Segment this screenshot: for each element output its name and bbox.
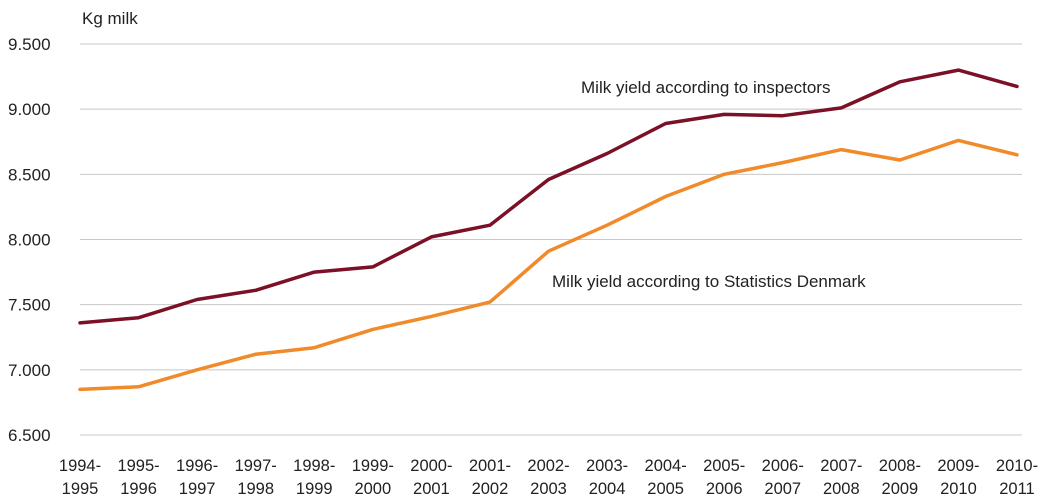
x-tick-label: 2003-2004 <box>586 457 628 498</box>
x-tick-label: 2004-2005 <box>645 457 687 498</box>
x-tick-label: 2005-2006 <box>703 457 745 498</box>
y-tick-label: 7.000 <box>8 361 51 380</box>
x-tick-label: 2010-2011 <box>996 457 1038 498</box>
x-tick-label: 2008-2009 <box>879 457 921 498</box>
y-tick-label: 8.000 <box>8 231 51 250</box>
x-tick-label: 2000-2001 <box>410 457 452 498</box>
x-tick-label: 2001-2002 <box>469 457 511 498</box>
y-tick-label: 6.500 <box>8 426 51 445</box>
x-tick-label: 1994-1995 <box>59 457 101 498</box>
x-tick-label: 1998-1999 <box>293 457 335 498</box>
y-tick-label: 9.000 <box>8 100 51 119</box>
y-axis-ticks: 6.500 7.000 7.500 8.000 8.500 9.000 9.500 <box>8 35 51 445</box>
y-axis-label: Kg milk <box>82 9 138 28</box>
gridlines <box>80 44 1022 435</box>
x-tick-label: 2009-2010 <box>937 457 979 498</box>
x-tick-label: 2007-2008 <box>820 457 862 498</box>
x-tick-label: 1996-1997 <box>176 457 218 498</box>
x-axis-ticks: 1994-1995 1995-1996 1996-1997 1997-1998 1998… <box>59 457 1038 498</box>
y-tick-label: 7.500 <box>8 296 51 315</box>
y-tick-label: 8.500 <box>8 165 51 184</box>
x-tick-label: 1995-1996 <box>117 457 159 498</box>
series-label-1: Milk yield according to inspectors <box>581 78 830 97</box>
series-lines <box>80 70 1017 389</box>
series-label-2: Milk yield according to Statistics Denma… <box>552 272 866 291</box>
y-tick-label: 9.500 <box>8 35 51 54</box>
x-tick-label: 2006-2007 <box>762 457 804 498</box>
x-tick-label: 1997-1998 <box>235 457 277 498</box>
x-tick-label: 2002-2003 <box>527 457 569 498</box>
x-tick-label: 1999-2000 <box>352 457 394 498</box>
series-line-1 <box>80 70 1017 323</box>
